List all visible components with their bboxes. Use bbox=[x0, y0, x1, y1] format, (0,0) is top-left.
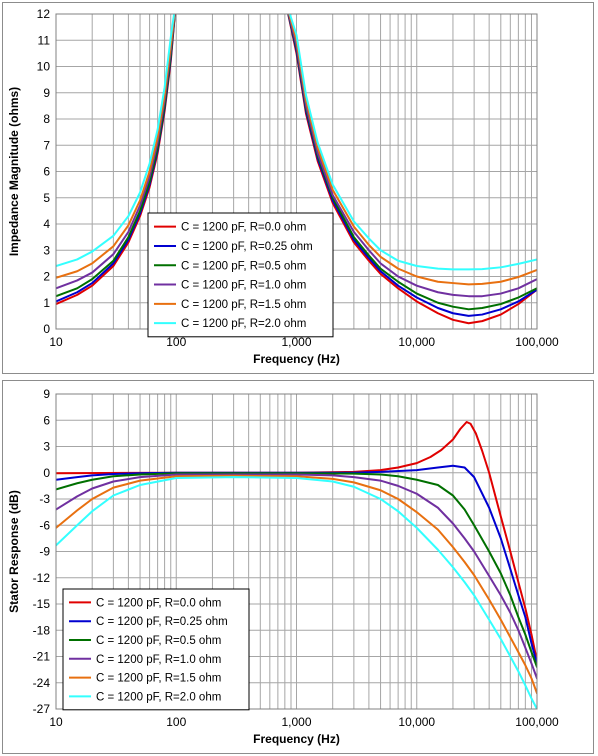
y-tick-label: 12 bbox=[37, 7, 51, 21]
y-tick-label: 3 bbox=[43, 243, 50, 257]
y-tick-label: 6 bbox=[43, 413, 50, 427]
x-tick-label: 10,000 bbox=[398, 715, 435, 729]
legend-entry-4: C = 1200 pF, R=1.5 ohm bbox=[181, 299, 306, 311]
plot-border bbox=[55, 393, 538, 710]
y-tick-label: 10 bbox=[37, 60, 51, 74]
y-tick-label: -3 bbox=[39, 492, 50, 506]
y-tick-label: 0 bbox=[43, 466, 50, 480]
y-tick-label: -9 bbox=[39, 545, 50, 559]
y-tick-label: 1 bbox=[43, 296, 50, 310]
x-tick-label: 1,000 bbox=[281, 335, 311, 349]
legend-entry-3: C = 1200 pF, R=1.0 ohm bbox=[96, 654, 221, 666]
series-line-5 bbox=[56, 476, 537, 709]
y-tick-label: -21 bbox=[33, 650, 51, 664]
y-axis-title: Impedance Magnitude (ohms) bbox=[7, 87, 21, 256]
y-tick-label: -6 bbox=[39, 518, 50, 532]
series-line-4 bbox=[56, 14, 537, 286]
series-line-0 bbox=[56, 421, 537, 662]
impedance-chart-panel: 0 1 2 3 4 5 6 7 8 9 10 11 12 10 100 1,000 10,000 100,000 F… bbox=[2, 2, 594, 374]
legend-entry-1: C = 1200 pF, R=0.25 ohm bbox=[181, 241, 313, 253]
series-line-2 bbox=[56, 472, 537, 668]
legend-entry-2: C = 1200 pF, R=0.5 ohm bbox=[96, 635, 221, 647]
y-tick-label: -12 bbox=[33, 571, 51, 585]
x-tick-label: 100,000 bbox=[515, 715, 559, 729]
x-axis-title: Frequency (Hz) bbox=[253, 352, 340, 366]
legend-box bbox=[62, 588, 250, 711]
legend: C = 1200 pF, R=0.0 ohm C = 1200 pF, R=0.2… bbox=[62, 588, 250, 711]
series-line-4 bbox=[56, 474, 537, 695]
y-tick-label: 9 bbox=[43, 86, 50, 100]
legend-entry-3: C = 1200 pF, R=1.0 ohm bbox=[181, 280, 306, 292]
x-tick-label: 10 bbox=[49, 335, 63, 349]
y-tick-label: 11 bbox=[38, 33, 51, 47]
legend-entry-0: C = 1200 pF, R=0.0 ohm bbox=[181, 222, 306, 234]
y-tick-label: -18 bbox=[33, 623, 51, 637]
y-tick-label: -15 bbox=[33, 597, 51, 611]
legend-entry-2: C = 1200 pF, R=0.5 ohm bbox=[181, 260, 306, 272]
series-lines bbox=[56, 421, 537, 709]
series-line-5 bbox=[56, 14, 537, 271]
series-lines bbox=[56, 14, 537, 325]
x-axis-title: Frequency (Hz) bbox=[253, 732, 340, 746]
legend-box bbox=[147, 212, 334, 338]
y-tick-label: -24 bbox=[33, 676, 51, 690]
x-tick-label: 10,000 bbox=[398, 335, 435, 349]
series-line-3 bbox=[56, 14, 537, 298]
x-tick-label: 10 bbox=[49, 715, 63, 729]
y-tick-label: 0 bbox=[43, 322, 50, 336]
stator-response-chart-panel: 9 6 3 0 -3 -6 -9 -12 -15 -18 -21 -24 -27 10 100 1,000 10… bbox=[2, 380, 594, 754]
x-tick-label: 1,000 bbox=[281, 715, 311, 729]
x-tick-label: 100 bbox=[166, 715, 186, 729]
legend-entry-5: C = 1200 pF, R=2.0 ohm bbox=[96, 691, 221, 703]
y-tick-label: 3 bbox=[43, 440, 50, 454]
x-tick-label: 100 bbox=[166, 335, 186, 349]
legend: C = 1200 pF, R=0.0 ohm C = 1200 pF, R=0.2… bbox=[147, 212, 334, 338]
y-tick-label: -27 bbox=[33, 702, 51, 716]
legend-entry-4: C = 1200 pF, R=1.5 ohm bbox=[96, 673, 221, 685]
y-tick-label: 7 bbox=[43, 138, 50, 152]
y-axis-title: Stator Response (dB) bbox=[7, 490, 21, 613]
series-line-3 bbox=[56, 473, 537, 680]
series-line-1 bbox=[56, 464, 537, 665]
legend-entry-5: C = 1200 pF, R=2.0 ohm bbox=[181, 318, 306, 330]
y-tick-label: 4 bbox=[43, 217, 50, 231]
legend-entry-0: C = 1200 pF, R=0.0 ohm bbox=[96, 597, 221, 609]
y-tick-label: 6 bbox=[43, 165, 50, 179]
legend-entry-1: C = 1200 pF, R=0.25 ohm bbox=[96, 616, 228, 628]
x-tick-label: 100,000 bbox=[515, 335, 559, 349]
y-tick-label: 2 bbox=[43, 270, 50, 284]
y-tick-label: 9 bbox=[43, 387, 50, 401]
y-tick-label: 8 bbox=[43, 112, 50, 126]
y-tick-label: 5 bbox=[43, 191, 50, 205]
